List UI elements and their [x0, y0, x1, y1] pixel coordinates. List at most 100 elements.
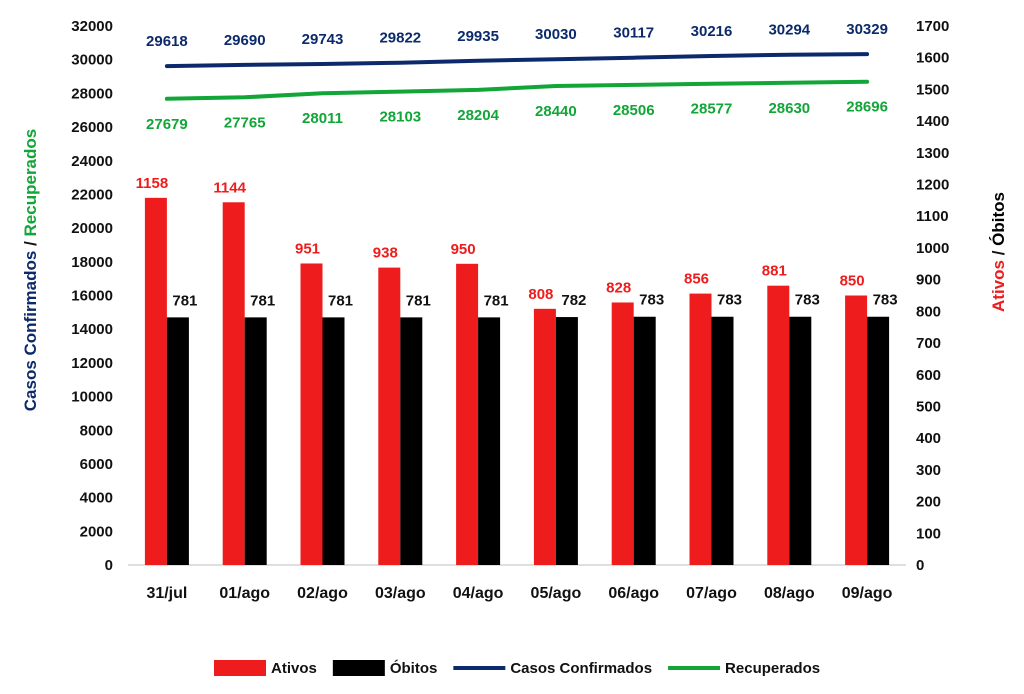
data-label-ativos: 828: [606, 279, 631, 296]
y-left-tick-label: 16000: [71, 288, 113, 305]
y-left-tick-label: 20000: [71, 220, 113, 237]
y-right-tick-label: 1600: [916, 50, 949, 67]
line-recuperados: [164, 79, 870, 101]
y-left-tick-label: 2000: [80, 523, 113, 540]
bar-obitos: [711, 316, 734, 565]
bar-ativos: [611, 302, 634, 565]
legend-swatch: [332, 660, 385, 676]
bar-obitos: [244, 317, 267, 565]
y-right-tick-label: 1300: [916, 145, 949, 162]
data-label-casos-confirmados: 30329: [846, 21, 888, 38]
y-right-tick-label: 900: [916, 272, 941, 289]
bar-ativos: [533, 308, 556, 565]
legend-label: Recuperados: [725, 660, 820, 677]
y-left-tick-label: 4000: [80, 490, 113, 507]
y-right-tick-label: 1100: [916, 208, 949, 225]
y-left-tick-label: 32000: [71, 18, 113, 35]
bar-obitos: [789, 316, 812, 565]
bar-obitos: [322, 317, 345, 565]
legend-swatch: [214, 660, 266, 676]
y-right-tick-label: 0: [916, 557, 924, 574]
y-right-tick-label: 1200: [916, 177, 949, 194]
x-tick-label: 03/ago: [375, 585, 426, 602]
data-label-obitos: 783: [717, 292, 742, 309]
y-right-tick-label: 300: [916, 462, 941, 479]
axes-layer: 0200040006000800010000120001400016000180…: [21, 18, 1008, 602]
x-tick-label: 09/ago: [842, 585, 893, 602]
data-label-recuperados: 28011: [302, 110, 343, 127]
y-right-tick-label: 1500: [916, 81, 949, 98]
y-left-tick-label: 10000: [71, 389, 113, 406]
bar-ativos: [767, 285, 790, 565]
legend: Ativos Óbitos Casos Confirmados Recuperados: [214, 659, 820, 677]
data-label-ativos: 950: [451, 241, 476, 258]
data-label-ativos: 1158: [136, 175, 169, 192]
y-left-tick-label: 8000: [80, 422, 113, 439]
y-left-axis-title: Casos Confirmados / Recuperados: [21, 129, 40, 411]
x-tick-label: 01/ago: [219, 585, 270, 602]
y-right-tick-label: 800: [916, 303, 941, 320]
data-label-obitos: 782: [561, 292, 586, 309]
y-right-tick-label: 600: [916, 367, 941, 384]
data-label-obitos: 783: [795, 292, 820, 309]
y-right-axis-title: Ativos / Óbitos: [989, 192, 1008, 312]
data-label-ativos: 850: [840, 273, 865, 290]
legend-label: Óbitos: [390, 659, 438, 677]
lines-layer: [164, 52, 870, 101]
data-label-recuperados: 27679: [146, 116, 188, 133]
data-label-casos-confirmados: 29618: [146, 33, 188, 50]
data-label-obitos: 783: [639, 292, 664, 309]
data-label-recuperados: 28506: [613, 102, 655, 119]
bars-layer: [144, 197, 890, 565]
bar-ativos: [845, 295, 868, 565]
data-label-recuperados: 28204: [457, 107, 499, 124]
bar-obitos: [555, 317, 578, 565]
data-label-casos-confirmados: 30030: [535, 26, 577, 43]
y-left-tick-label: 26000: [71, 119, 113, 136]
bar-obitos: [867, 316, 890, 565]
data-label-casos-confirmados: 30216: [691, 23, 733, 40]
x-tick-label: 04/ago: [453, 585, 504, 602]
y-left-tick-label: 30000: [71, 52, 113, 69]
data-label-ativos: 881: [762, 263, 787, 280]
data-label-ativos: 1144: [213, 179, 246, 196]
y-left-tick-label: 6000: [80, 456, 113, 473]
data-label-recuperados: 28103: [379, 109, 421, 126]
data-label-obitos: 783: [873, 292, 898, 309]
data-label-casos-confirmados: 30294: [768, 22, 810, 39]
data-label-casos-confirmados: 30117: [613, 25, 654, 42]
x-tick-label: 05/ago: [531, 585, 582, 602]
y-left-tick-label: 28000: [71, 85, 113, 102]
data-label-ativos: 808: [528, 286, 553, 303]
y-right-tick-label: 700: [916, 335, 941, 352]
bar-obitos: [400, 317, 423, 565]
y-left-tick-label: 18000: [71, 254, 113, 271]
y-left-tick-label: 0: [105, 557, 113, 574]
data-label-recuperados: 28577: [691, 101, 733, 118]
data-label-casos-confirmados: 29935: [457, 28, 499, 45]
line-casos-confirmados: [164, 52, 870, 69]
bar-ativos: [222, 202, 245, 565]
y-right-tick-label: 400: [916, 430, 941, 447]
x-tick-label: 31/jul: [146, 585, 187, 602]
y-left-tick-label: 12000: [71, 355, 113, 372]
y-left-tick-label: 14000: [71, 321, 113, 338]
data-label-obitos: 781: [406, 292, 431, 309]
bar-obitos: [166, 317, 189, 565]
data-labels-layer: 1158 1144 951 938 950 808 828 856 881 850 781 781 78…: [136, 21, 898, 309]
data-label-obitos: 781: [250, 292, 275, 309]
bar-ativos: [689, 293, 712, 565]
bar-ativos: [378, 267, 401, 565]
bar-obitos: [478, 317, 501, 565]
x-tick-label: 02/ago: [297, 585, 348, 602]
bar-ativos: [144, 197, 167, 565]
x-tick-label: 06/ago: [608, 585, 659, 602]
legend-label: Casos Confirmados: [510, 660, 652, 677]
data-label-ativos: 951: [295, 240, 320, 257]
bar-ativos: [300, 263, 323, 565]
data-label-obitos: 781: [172, 292, 197, 309]
data-label-recuperados: 28630: [768, 100, 810, 117]
y-right-tick-label: 500: [916, 398, 941, 415]
